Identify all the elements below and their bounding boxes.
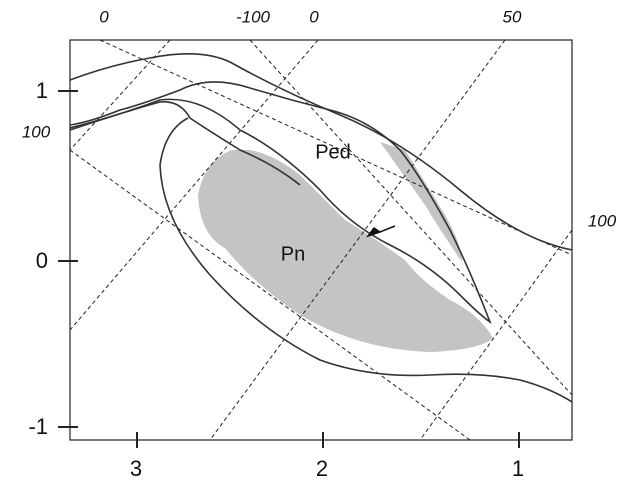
pn-shade [198,150,493,352]
ped-outline [70,81,492,325]
pn-outline [159,117,572,403]
arrow [365,225,396,238]
oblique-label: -100 [236,7,271,26]
oblique-label: 0 [309,7,319,26]
inner-outline [70,101,301,186]
oblique-label: 50 [503,7,522,26]
frame [69,39,573,441]
region-label: Ped [315,141,351,163]
x-tick-label: 1 [512,456,524,481]
x-tick-label: 2 [316,456,328,481]
y-tick-label: 1 [36,78,48,103]
oblique-label: 100 [588,211,617,230]
plot-area [70,40,572,440]
region-label: Pn [281,243,305,265]
oblique-label: 100 [22,122,51,141]
oblique-label: 0 [99,7,109,26]
y-tick-label: -1 [28,414,48,439]
tick-marks [58,90,520,448]
y-tick-label: 0 [36,248,48,273]
x-tick-label: 3 [130,456,142,481]
outer-outline [70,53,572,251]
